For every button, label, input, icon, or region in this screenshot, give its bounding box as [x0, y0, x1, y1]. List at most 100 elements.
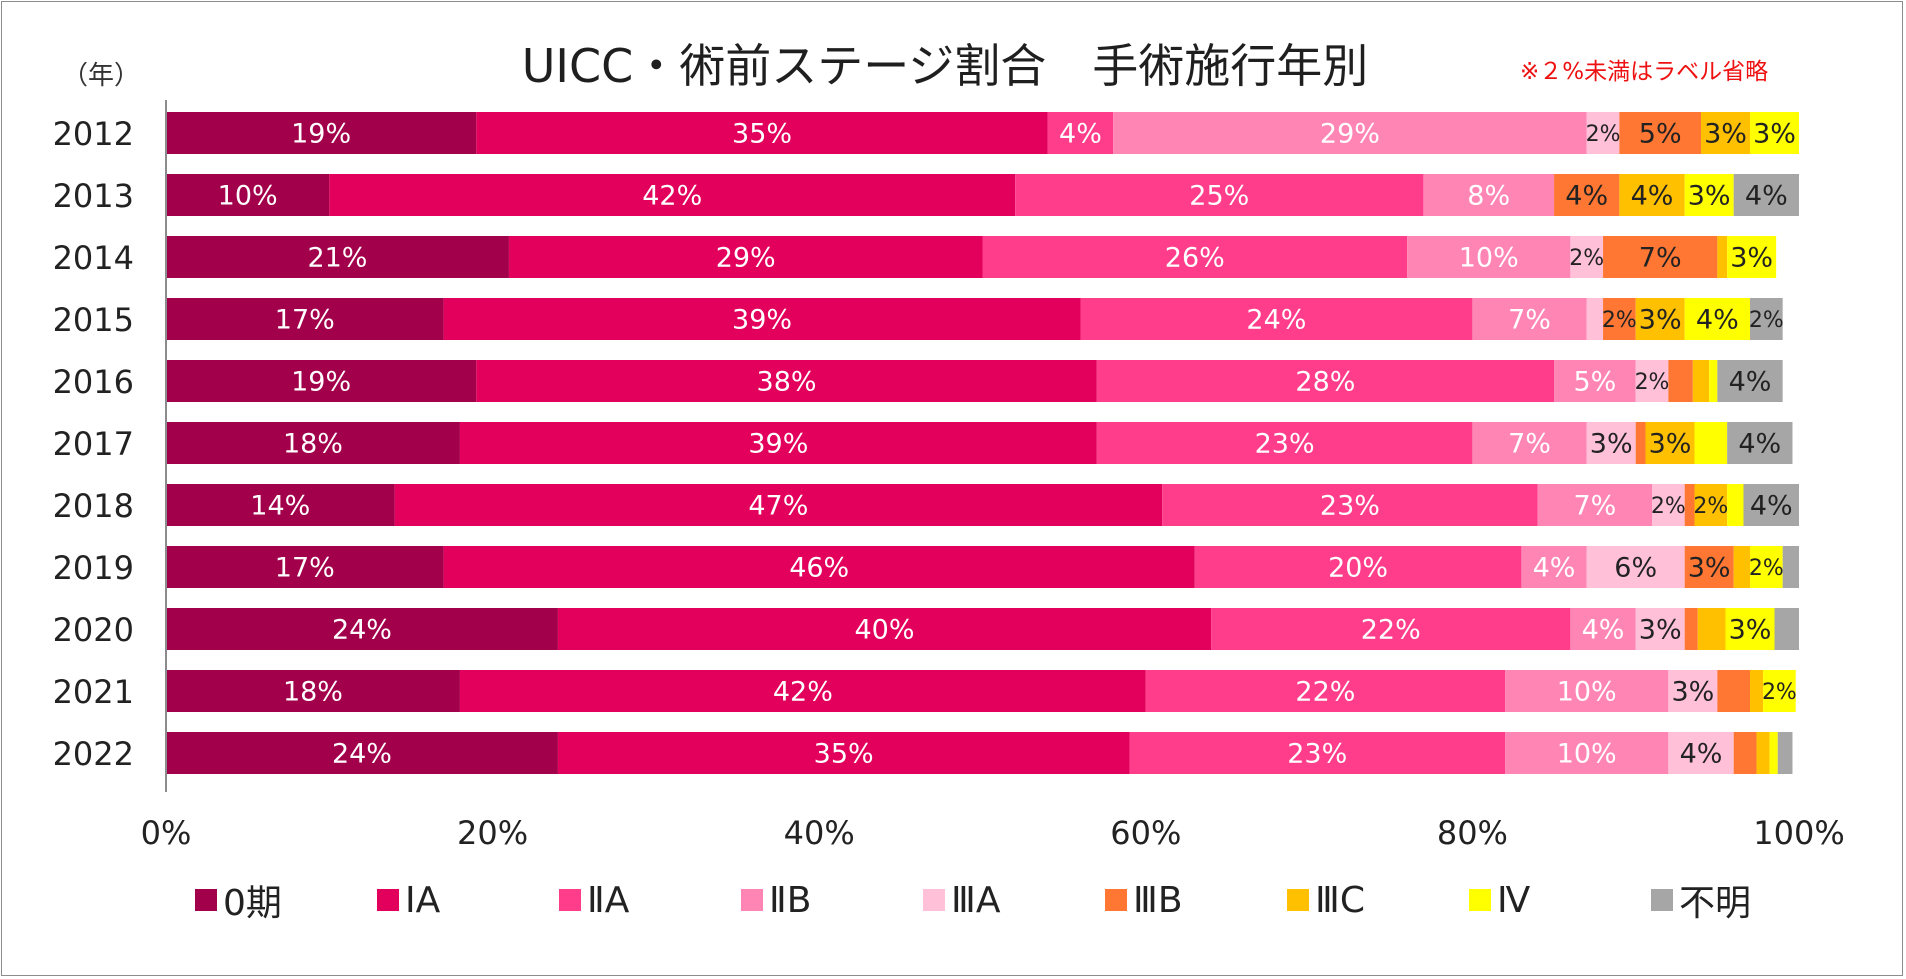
legend-swatch	[741, 889, 763, 911]
data-label: 23%	[1287, 739, 1347, 770]
data-label: 3%	[1639, 305, 1682, 336]
data-label: 40%	[855, 615, 915, 646]
bar-segment	[166, 732, 558, 774]
data-label: 17%	[275, 553, 335, 584]
data-label: 4%	[1729, 367, 1772, 398]
bar-segment	[166, 484, 395, 526]
bar-segment	[1668, 732, 1734, 774]
legend-label: ⅡB	[769, 879, 812, 921]
bar-segment	[1080, 298, 1473, 340]
bar-segment	[557, 608, 1212, 650]
bar-segment	[1521, 546, 1587, 588]
bar-segment	[1162, 484, 1538, 526]
bar-segment	[1194, 546, 1522, 588]
data-label: 39%	[748, 429, 808, 460]
data-label: 18%	[283, 429, 343, 460]
bar-segment	[1047, 112, 1114, 154]
legend-item: ⅡB	[741, 878, 811, 922]
bar-segment	[1727, 484, 1744, 526]
label-omission-note: ※２%未満はラベル省略	[1520, 59, 1769, 85]
bar-segment	[1763, 670, 1796, 712]
data-label: 4%	[1631, 181, 1674, 212]
data-label: 23%	[1320, 491, 1380, 522]
x-tick-label: 0%	[141, 814, 192, 852]
data-label: 3%	[1671, 677, 1714, 708]
bar-segment	[1586, 546, 1685, 588]
bar-segment	[166, 546, 444, 588]
y-tick-label: 2014	[53, 239, 134, 277]
y-tick-label: 2015	[53, 301, 134, 339]
bar-segment	[1554, 174, 1620, 216]
bar-segment	[1645, 422, 1695, 464]
bar-segment	[1505, 732, 1669, 774]
data-label: 19%	[291, 367, 351, 398]
legend-label: Ⅳ	[1497, 879, 1531, 921]
data-label: 20%	[1328, 553, 1388, 584]
x-tick-label: 80%	[1437, 814, 1508, 852]
bar-segment	[1472, 422, 1587, 464]
legend-item: ⅢC	[1287, 878, 1365, 922]
bar-segment	[459, 422, 1097, 464]
bar-segment	[1717, 236, 1728, 278]
bar-segment	[1697, 608, 1726, 650]
data-label: 8%	[1467, 181, 1510, 212]
data-label: 22%	[1295, 677, 1355, 708]
legend-swatch	[923, 889, 945, 911]
data-label: 19%	[291, 119, 351, 150]
data-label: 2%	[1762, 680, 1797, 705]
bar-segment	[1619, 112, 1702, 154]
data-label: 3%	[1649, 429, 1692, 460]
legend-item: ⅢB	[1105, 878, 1183, 922]
data-label: 2%	[1602, 308, 1637, 333]
data-label: 17%	[275, 305, 335, 336]
legend-swatch	[1287, 889, 1309, 911]
bar-segment	[1717, 360, 1783, 402]
bar-segment	[1145, 670, 1506, 712]
bar-segment	[166, 298, 444, 340]
bar-segment	[1652, 484, 1685, 526]
data-label: 2%	[1749, 308, 1784, 333]
bar-segment	[166, 608, 558, 650]
legend-swatch	[559, 889, 581, 911]
y-tick-label: 2022	[53, 735, 134, 773]
legend-label: ⅠA	[405, 879, 441, 921]
y-tick-label: 2012	[53, 115, 134, 153]
bar-segment	[443, 546, 1195, 588]
bar-segment	[1113, 112, 1587, 154]
bar-segment	[1717, 670, 1751, 712]
data-label: 4%	[1680, 739, 1723, 770]
data-label: 3%	[1590, 429, 1633, 460]
x-tick-label: 100%	[1753, 814, 1844, 852]
bar-segment	[166, 174, 330, 216]
bar-segment	[1684, 484, 1695, 526]
x-tick-label: 40%	[784, 814, 855, 852]
data-label: 7%	[1639, 243, 1682, 274]
bar-segment	[1635, 608, 1685, 650]
bar-segment	[1750, 546, 1783, 588]
bar-segment	[508, 236, 983, 278]
bar-segment	[1554, 360, 1636, 402]
bar-segment	[982, 236, 1408, 278]
chart-title: UICC・術前ステージ割合 手術施行年別	[521, 39, 1369, 93]
bar-segment	[1619, 174, 1685, 216]
bar-segment	[1505, 670, 1669, 712]
data-label: 21%	[307, 243, 367, 274]
data-label: 24%	[332, 739, 392, 770]
y-tick-label: 2020	[53, 611, 134, 649]
data-label: 2%	[1749, 556, 1784, 581]
y-tick-label: 2019	[53, 549, 134, 587]
bar-segment	[1727, 236, 1777, 278]
bar-segment	[1701, 112, 1751, 154]
data-label: 24%	[332, 615, 392, 646]
bar-segment	[1750, 670, 1764, 712]
bar-segment	[1774, 608, 1799, 650]
bar-segment	[166, 236, 509, 278]
data-label: 7%	[1508, 305, 1551, 336]
data-label: 5%	[1639, 119, 1682, 150]
legend-swatch	[1469, 889, 1491, 911]
bar-segment	[1684, 608, 1698, 650]
data-label: 28%	[1295, 367, 1355, 398]
legend-item: ⅢA	[923, 878, 1000, 922]
